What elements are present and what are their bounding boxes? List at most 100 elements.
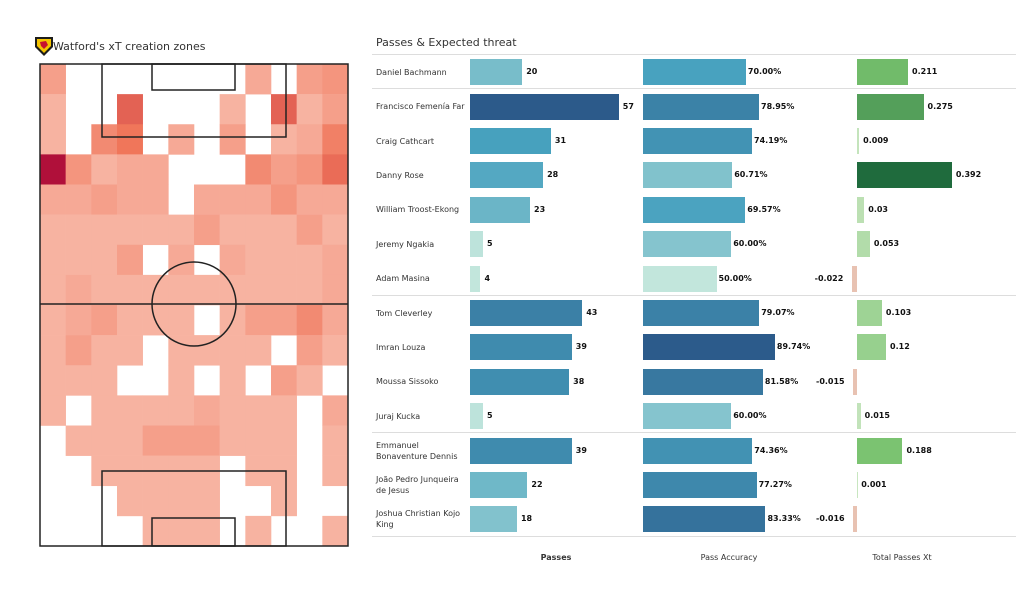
heatmap-cell	[322, 515, 349, 547]
passes-value: 28	[547, 170, 559, 180]
passes-bar	[470, 368, 570, 395]
heatmap-cell	[194, 515, 220, 547]
heatmap-cell	[65, 305, 92, 336]
heatmap-cell	[322, 395, 349, 426]
accuracy-bar	[643, 93, 760, 120]
xt-bar	[857, 334, 887, 361]
heatmap-cell	[40, 184, 66, 215]
heatmap-cell	[296, 184, 323, 215]
heatmap-cell	[65, 214, 92, 246]
heatmap-cell	[219, 184, 246, 215]
heatmap-cell	[219, 124, 246, 155]
heatmap-cell	[322, 94, 349, 125]
heatmap-cell	[194, 425, 220, 456]
passes-value: 20	[526, 67, 538, 77]
heatmap-cell	[296, 124, 323, 155]
passes-bar	[470, 93, 619, 120]
player-name: Francisco Femenía Far	[376, 96, 468, 118]
player-name: Daniel Bachmann	[376, 61, 468, 83]
heatmap-cell	[168, 425, 195, 456]
xt-value: 0.03	[868, 204, 888, 214]
heatmap-cell	[271, 274, 297, 306]
player-name: Craig Cathcart	[376, 130, 468, 152]
passes-bar	[470, 403, 484, 430]
accuracy-value: 89.74%	[776, 342, 811, 352]
player-name: João Pedro Junqueira de Jesus	[376, 474, 468, 496]
heatmap-cell	[271, 365, 297, 396]
heatmap-cell	[117, 124, 143, 155]
heatmap-cell	[296, 64, 323, 95]
heatmap-cell	[296, 244, 323, 276]
heatmap-cell	[65, 365, 92, 396]
passes-bar	[470, 128, 551, 154]
heatmap-cell	[65, 335, 92, 366]
player-name: Emmanuel Bonaventure Dennis	[376, 440, 468, 462]
watford-badge-icon	[35, 37, 53, 56]
player-name-text: Juraj Kucka	[376, 411, 421, 421]
accuracy-value: 78.95%	[761, 101, 795, 111]
heatmap-cell	[194, 214, 220, 246]
player-name: Jeremy Ngakia	[376, 233, 468, 255]
player-name-text: Adam Masina	[376, 274, 430, 284]
row-separator	[372, 432, 1016, 434]
heatmap-cell	[142, 274, 169, 306]
heatmap-cell	[91, 214, 118, 246]
bottom-six-yard-box	[151, 517, 236, 547]
player-name: Danny Rose	[376, 164, 468, 186]
heatmap-cell	[219, 425, 246, 456]
table-title: Passes & Expected threat	[376, 36, 517, 49]
heatmap-cell	[296, 214, 323, 246]
heatmap-cell	[117, 154, 143, 185]
xt-value: 0.211	[912, 67, 938, 77]
row-separator	[372, 294, 1016, 296]
heatmap-cell	[322, 184, 349, 215]
row-separator	[372, 88, 1016, 90]
player-name-text: Moussa Sissoko	[376, 377, 439, 387]
passes-value: 39	[575, 445, 587, 455]
passes-value: 22	[531, 480, 543, 489]
passes-bar	[470, 162, 544, 189]
column-label-xt: Total Passes Xt	[872, 553, 932, 562]
player-name: Juraj Kucka	[376, 405, 468, 427]
heatmap-cell	[117, 395, 143, 426]
heatmap-cell	[168, 395, 195, 426]
heatmap-cell	[271, 425, 297, 456]
heatmap-cell	[245, 425, 272, 456]
heatmap-cell	[271, 214, 297, 246]
heatmap-cell	[142, 485, 169, 517]
heatmap-cell	[117, 305, 143, 336]
player-name-text: Danny Rose	[376, 170, 424, 180]
heatmap-cell	[40, 305, 66, 336]
heatmap-cell	[91, 335, 118, 366]
heatmap-cell	[322, 244, 349, 276]
accuracy-value: 79.07%	[761, 308, 795, 317]
heatmap-cell	[296, 274, 323, 306]
passes-value: 31	[554, 136, 567, 145]
accuracy-value: 81.58%	[764, 376, 799, 386]
xt-value: -0.015	[816, 376, 845, 386]
heatmap-cell	[65, 244, 92, 276]
xt-bar	[857, 196, 865, 223]
heatmap-cell	[91, 365, 118, 396]
heatmap-cell	[117, 274, 143, 306]
heatmap-cell	[40, 124, 66, 155]
player-name: Moussa Sissoko	[376, 371, 468, 393]
heatmap-cell	[271, 305, 297, 336]
accuracy-value: 69.57%	[747, 204, 781, 214]
passes-value: 39	[575, 342, 587, 352]
accuracy-bar	[643, 196, 746, 223]
accuracy-value: 60.00%	[733, 239, 767, 249]
heatmap-cell	[219, 335, 246, 366]
heatmap-cell	[91, 184, 118, 215]
heatmap-cell	[40, 64, 66, 95]
heatmap-cell	[322, 124, 349, 155]
heatmap-cell	[142, 515, 169, 547]
passes-value: 43	[586, 308, 598, 317]
xt-bar	[857, 128, 860, 154]
xt-bar	[857, 162, 952, 189]
accuracy-bar	[643, 162, 733, 189]
accuracy-value: 74.36%	[754, 445, 788, 455]
heatmap-cell	[40, 244, 66, 276]
heatmap-cell	[245, 335, 272, 366]
heatmap-cell	[91, 395, 118, 426]
